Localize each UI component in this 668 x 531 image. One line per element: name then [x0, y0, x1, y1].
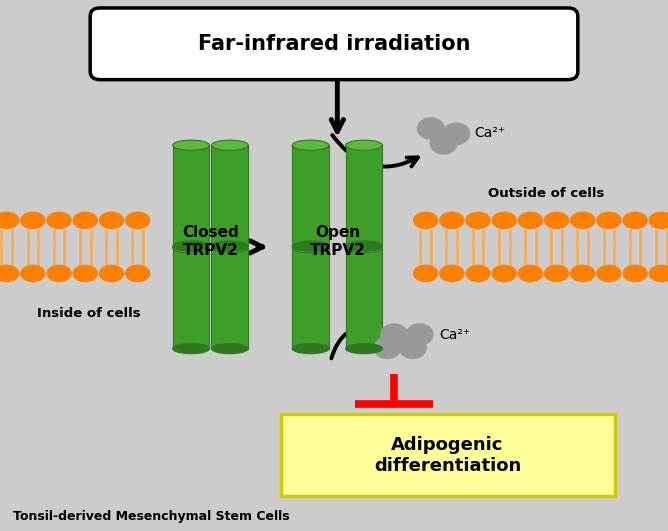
Ellipse shape: [212, 344, 248, 354]
Ellipse shape: [73, 266, 98, 281]
Text: Ca²⁺: Ca²⁺: [474, 126, 506, 140]
Text: Closed
TRPV2: Closed TRPV2: [182, 225, 238, 258]
Ellipse shape: [492, 266, 516, 281]
Ellipse shape: [466, 266, 490, 281]
Ellipse shape: [100, 266, 124, 281]
FancyBboxPatch shape: [211, 145, 248, 246]
Ellipse shape: [21, 212, 45, 228]
Circle shape: [399, 337, 426, 358]
Ellipse shape: [0, 266, 19, 281]
Ellipse shape: [466, 212, 490, 228]
Ellipse shape: [346, 241, 382, 251]
Ellipse shape: [293, 241, 329, 251]
Ellipse shape: [413, 266, 438, 281]
Ellipse shape: [440, 266, 464, 281]
FancyBboxPatch shape: [90, 8, 578, 80]
Text: Far-infrared irradiation: Far-infrared irradiation: [198, 34, 470, 54]
Ellipse shape: [597, 212, 621, 228]
Text: Outside of cells: Outside of cells: [488, 187, 604, 200]
FancyBboxPatch shape: [346, 247, 382, 348]
Text: Inside of cells: Inside of cells: [37, 307, 140, 320]
Circle shape: [418, 118, 444, 139]
Ellipse shape: [597, 266, 621, 281]
Ellipse shape: [544, 266, 568, 281]
FancyBboxPatch shape: [292, 247, 329, 348]
FancyBboxPatch shape: [281, 414, 615, 496]
Ellipse shape: [172, 243, 210, 253]
Ellipse shape: [212, 243, 248, 253]
Ellipse shape: [649, 212, 668, 228]
Ellipse shape: [172, 241, 210, 251]
Text: Tonsil-derived Mesenchymal Stem Cells: Tonsil-derived Mesenchymal Stem Cells: [13, 510, 290, 523]
Ellipse shape: [47, 266, 71, 281]
Circle shape: [443, 123, 470, 144]
Ellipse shape: [623, 266, 647, 281]
Ellipse shape: [518, 212, 542, 228]
Ellipse shape: [440, 212, 464, 228]
FancyBboxPatch shape: [211, 247, 248, 348]
FancyBboxPatch shape: [292, 145, 329, 246]
FancyBboxPatch shape: [172, 145, 209, 246]
Ellipse shape: [518, 266, 542, 281]
Ellipse shape: [492, 212, 516, 228]
Ellipse shape: [126, 266, 150, 281]
Ellipse shape: [649, 266, 668, 281]
Ellipse shape: [47, 212, 71, 228]
Ellipse shape: [346, 243, 382, 253]
Circle shape: [430, 133, 457, 154]
Text: Open
TRPV2: Open TRPV2: [309, 225, 365, 258]
Ellipse shape: [544, 212, 568, 228]
Text: Ca²⁺: Ca²⁺: [440, 328, 471, 341]
Ellipse shape: [293, 140, 329, 150]
FancyBboxPatch shape: [346, 145, 382, 246]
Text: Adipogenic
differentiation: Adipogenic differentiation: [374, 436, 521, 475]
Ellipse shape: [172, 344, 210, 354]
Ellipse shape: [172, 140, 210, 150]
Ellipse shape: [623, 212, 647, 228]
Circle shape: [406, 324, 433, 345]
Ellipse shape: [413, 212, 438, 228]
Ellipse shape: [346, 140, 382, 150]
Ellipse shape: [212, 140, 248, 150]
Circle shape: [374, 337, 401, 358]
Ellipse shape: [212, 241, 248, 251]
Ellipse shape: [570, 212, 595, 228]
Ellipse shape: [21, 266, 45, 281]
Ellipse shape: [293, 344, 329, 354]
Ellipse shape: [346, 344, 382, 354]
Ellipse shape: [126, 212, 150, 228]
Ellipse shape: [293, 243, 329, 253]
Ellipse shape: [100, 212, 124, 228]
FancyBboxPatch shape: [172, 247, 209, 348]
Ellipse shape: [0, 212, 19, 228]
Circle shape: [381, 324, 407, 345]
Ellipse shape: [570, 266, 595, 281]
Ellipse shape: [73, 212, 98, 228]
